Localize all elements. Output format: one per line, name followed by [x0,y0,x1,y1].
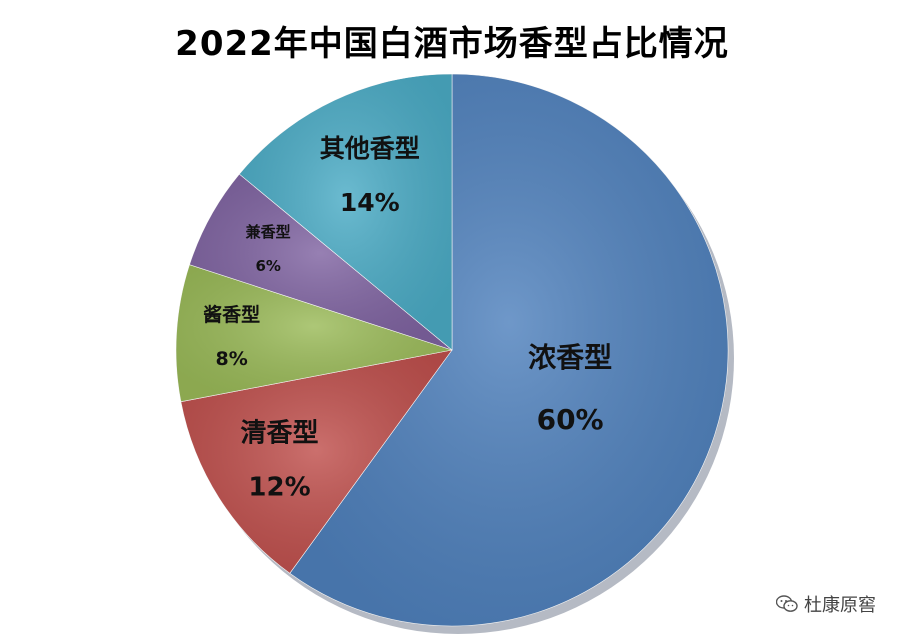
pie-slice-shade-4 [189,174,452,350]
pie-slice-shade-5 [239,74,452,350]
slice-value-label-5: 14% [340,188,400,217]
slice-label-2: 清香型 [241,419,319,449]
slice-label-3: 酱香型 [203,303,260,326]
watermark-text: 杜康原窖 [804,595,876,616]
chart-title: 2022年中国白酒市场香型占比情况 [175,24,729,64]
watermark: 杜康原窖 [775,591,876,617]
slice-value-label-2: 12% [248,473,310,503]
slice-label-5: 其他香型 [320,134,420,163]
wechat-icon [775,595,798,613]
pie-slice-shade-2 [180,350,452,574]
pie-slice-shade-3 [175,264,452,402]
pie-slice-shade-1 [289,74,728,626]
slice-value-label-1: 60% [537,403,604,436]
slice-value-label-4: 6% [255,257,280,275]
slice-label-1: 浓香型 [528,341,612,374]
slice-value-label-3: 8% [216,348,248,370]
slice-label-4: 兼香型 [246,223,291,241]
